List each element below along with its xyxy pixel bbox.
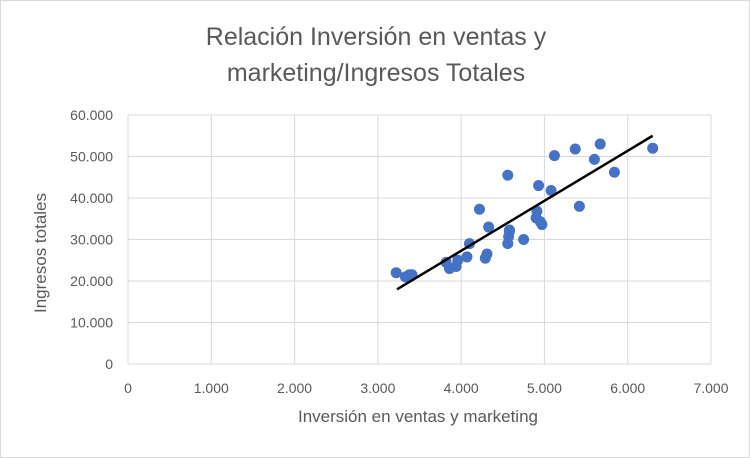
data-point — [608, 166, 620, 178]
trendline — [396, 134, 654, 291]
x-tick-label: 2.000 — [277, 380, 312, 396]
y-tick-label: 10.000 — [70, 315, 113, 331]
chart-title-line-1: Relación Inversión en ventas y — [205, 23, 547, 51]
data-point — [481, 248, 493, 260]
y-tick-label: 40.000 — [70, 190, 113, 206]
data-point — [531, 205, 543, 217]
x-tick-label: 5.000 — [527, 380, 562, 396]
y-tick-label: 60.000 — [70, 107, 113, 123]
y-tick-label: 20.000 — [70, 273, 113, 289]
data-point — [390, 267, 402, 279]
data-point — [536, 219, 548, 231]
data-point — [452, 254, 464, 266]
data-point — [533, 180, 545, 192]
data-point — [588, 153, 600, 165]
chart-title: Relación Inversión en ventas y marketing… — [1, 19, 749, 91]
x-tick-label: 6.000 — [610, 380, 645, 396]
data-point — [548, 150, 560, 162]
data-point — [545, 185, 557, 197]
x-tick-label: 3.000 — [360, 380, 395, 396]
data-point — [647, 142, 659, 154]
data-point — [502, 169, 514, 181]
data-point — [594, 138, 606, 150]
data-point — [573, 200, 585, 212]
data-point — [461, 251, 473, 263]
x-axis-title: Inversión en ventas y marketing — [297, 407, 538, 426]
x-tick-label: 7.000 — [693, 380, 728, 396]
x-tick-label: 4.000 — [444, 380, 479, 396]
data-point — [569, 143, 581, 155]
data-point — [483, 221, 495, 233]
x-tick-label: 0 — [124, 380, 132, 396]
x-tick-label: 1.000 — [194, 380, 229, 396]
chart-title-line-2: marketing/Ingresos Totales — [226, 59, 526, 87]
y-tick-label: 50.000 — [70, 149, 113, 165]
data-point — [518, 234, 530, 245]
y-tick-label: 30.000 — [70, 232, 113, 248]
data-point — [473, 203, 485, 215]
y-tick-label: 0 — [105, 356, 113, 372]
data-point — [503, 225, 515, 237]
